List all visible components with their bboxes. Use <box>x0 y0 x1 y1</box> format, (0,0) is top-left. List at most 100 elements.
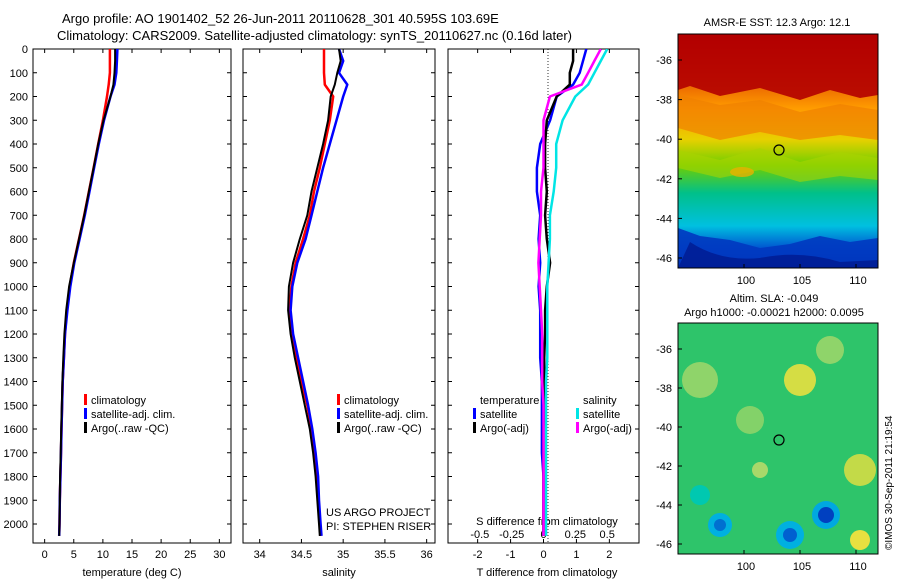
x-tick-label: -2 <box>473 549 483 561</box>
depth-tick-label: 1700 <box>4 448 28 460</box>
legend-salinity-title: salinity <box>583 395 617 407</box>
legend-swatch-sal-satellite <box>576 408 579 419</box>
legend-label: satellite-adj. clim. <box>344 409 428 421</box>
map-x-tick-label: 100 <box>737 561 755 573</box>
legend-label: satellite <box>480 409 517 421</box>
depth-tick-label: 1200 <box>4 329 28 341</box>
x-tick-label: 1 <box>573 549 579 561</box>
difference-line-salinity-argo-adj- <box>537 49 602 536</box>
map-y-tick-label: -40 <box>656 134 672 146</box>
x-tick-label: -0.5 <box>470 529 489 541</box>
legend-label: satellite <box>583 409 620 421</box>
argo-location-marker <box>773 434 785 446</box>
map-y-tick-label: -40 <box>656 422 672 434</box>
difference-legend: temperature salinity satellite Argo(-adj… <box>473 395 632 435</box>
map-x-tick-label: 100 <box>737 275 755 287</box>
x-tick-label: 30 <box>213 549 225 561</box>
sst-map-title: AMSR-E SST: 12.3 Argo: 12.1 <box>704 17 851 29</box>
sst-map-axes: -36 -38 -40 -42 -44 -46 100 105 110 <box>656 55 867 287</box>
profile-line-satellite-adj-clim- <box>289 49 349 536</box>
argo-location-marker <box>773 144 785 156</box>
map-x-tick-label: 110 <box>849 561 867 573</box>
figure-title-line2: Climatology: CARS2009. Satellite-adjuste… <box>57 28 572 43</box>
profile-line-argo-raw-qc- <box>287 49 342 536</box>
map-y-tick-label: -42 <box>656 174 672 186</box>
difference-profiles <box>535 49 609 536</box>
depth-tick-label: 100 <box>10 68 28 80</box>
temperature-x-axis: 0 5 10 15 20 25 30 <box>42 49 225 561</box>
x-tick-label: 0.25 <box>565 529 586 541</box>
x-tick-label: 5 <box>71 549 77 561</box>
x-tick-label: 0.5 <box>600 529 615 541</box>
legend-label: Argo(-adj) <box>583 423 632 435</box>
legend-swatch-sal-argo <box>576 422 579 433</box>
depth-tick-label: 800 <box>10 234 28 246</box>
legend-label: Argo(-adj) <box>480 423 529 435</box>
temperature-panel-frame <box>32 48 232 544</box>
legend-swatch-climatology <box>84 394 87 405</box>
legend-label: Argo(..raw -QC) <box>344 423 422 435</box>
legend-swatch-temp-satellite <box>473 408 476 419</box>
map-y-tick-label: -46 <box>656 253 672 265</box>
salinity-difference-axis: -0.5 -0.25 0 0.25 0.5 <box>470 529 614 541</box>
depth-tick-label: 1300 <box>4 353 28 365</box>
depth-tick-label: 500 <box>10 163 28 175</box>
legend-label: climatology <box>344 395 400 407</box>
sla-map-axes: -36 -38 -40 -42 -44 -46 100 105 110 <box>656 344 867 573</box>
legend-swatch-argo <box>84 422 87 433</box>
x-tick-label: 15 <box>126 549 138 561</box>
salinity-x-axis: 34 34.5 35 35.5 36 <box>254 49 433 561</box>
temperature-xlabel: temperature (deg C) <box>82 567 181 579</box>
map-x-tick-label: 110 <box>849 275 867 287</box>
map-x-tick-label: 105 <box>793 561 811 573</box>
legend-swatch-satellite <box>337 408 340 419</box>
map-y-tick-label: -42 <box>656 461 672 473</box>
x-tick-label: 34 <box>254 549 266 561</box>
depth-tick-label: 0 <box>22 44 28 56</box>
legend-label: satellite-adj. clim. <box>91 409 175 421</box>
x-tick-label: 0 <box>42 549 48 561</box>
depth-tick-label: 700 <box>10 210 28 222</box>
legend-temperature-title: temperature <box>480 395 539 407</box>
profile-line-argo-raw-qc- <box>58 49 117 536</box>
depth-axis: 0 100 200 300 400 500 600 700 800 900 1000 1100 1200… <box>4 44 639 531</box>
depth-tick-label: 600 <box>10 187 28 199</box>
salinity-panel-frame <box>242 48 436 544</box>
x-tick-label: 20 <box>155 549 167 561</box>
map-y-tick-label: -38 <box>656 95 672 107</box>
map-y-tick-label: -44 <box>656 213 672 225</box>
x-tick-label: 35.5 <box>374 549 395 561</box>
depth-tick-label: 1900 <box>4 495 28 507</box>
x-tick-label: 0 <box>540 549 546 561</box>
difference-xlabel: T difference from climatology <box>477 567 618 579</box>
legend-swatch-satellite <box>84 408 87 419</box>
temperature-legend: climatology satellite-adj. clim. Argo(..… <box>84 394 175 435</box>
difference-line-salinity-satellite <box>544 49 609 536</box>
figure-title-line1: Argo profile: AO 1901402_52 26-Jun-2011 … <box>62 11 499 26</box>
difference-x-axis: -2 -1 0 1 2 <box>473 49 612 561</box>
depth-tick-label: 200 <box>10 92 28 104</box>
sla-map-frame <box>677 322 879 555</box>
legend-swatch-argo <box>337 422 340 433</box>
map-y-tick-label: -36 <box>656 344 672 356</box>
legend-swatch-temp-argo <box>473 422 476 433</box>
depth-tick-label: 300 <box>10 115 28 127</box>
depth-tick-label: 1500 <box>4 400 28 412</box>
sst-map-frame <box>677 33 879 269</box>
map-y-tick-label: -46 <box>656 539 672 551</box>
salinity-xlabel: salinity <box>322 567 356 579</box>
sst-map <box>678 34 878 268</box>
credit-pi: PI: STEPHEN RISER <box>326 521 431 533</box>
x-tick-label: 2 <box>606 549 612 561</box>
x-tick-label: 34.5 <box>291 549 312 561</box>
depth-tick-label: 1600 <box>4 424 28 436</box>
sla-map <box>678 323 878 554</box>
depth-tick-label: 2000 <box>4 519 28 531</box>
sla-map-title2: Argo h1000: -0.00021 h2000: 0.0095 <box>684 307 864 319</box>
profile-line-climatology <box>288 49 335 536</box>
legend-label: Argo(..raw -QC) <box>91 423 169 435</box>
map-y-tick-label: -38 <box>656 383 672 395</box>
map-y-tick-label: -36 <box>656 55 672 67</box>
depth-tick-label: 1400 <box>4 377 28 389</box>
